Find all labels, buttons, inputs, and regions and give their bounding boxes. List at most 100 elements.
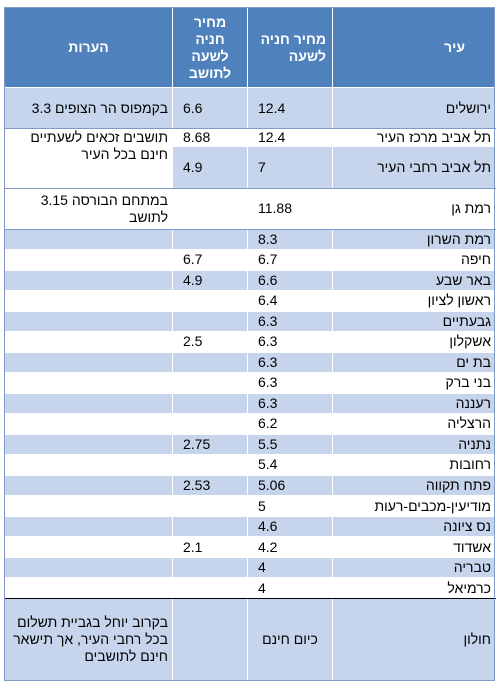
- price-cell: 4: [247, 556, 333, 579]
- notes-cell: בקרוב יוחל בגביית תשלום בכל רחבי העיר, א…: [4, 597, 173, 682]
- price-cell: 4.6: [247, 515, 333, 538]
- resident-price-cell: [172, 372, 248, 394]
- resident-price-cell: [172, 515, 248, 538]
- resident-price-cell: [172, 556, 248, 579]
- resident-price-cell: [172, 597, 248, 682]
- price-cell: 4: [247, 577, 333, 599]
- price-cell: 6.3: [247, 331, 333, 353]
- price-cell: 12.4: [247, 86, 333, 130]
- table-row: ירושלים 12.4 6.6 בקמפוס הר הצופים 3.3: [4, 86, 496, 130]
- table-row: הרצליה 6.2: [4, 413, 496, 435]
- notes-cell: [4, 372, 173, 394]
- resident-price-cell: [172, 187, 248, 230]
- notes-cell: [4, 495, 173, 517]
- table-row: אשדוד 4.2 2.1: [4, 536, 496, 558]
- notes-cell: [4, 392, 173, 415]
- parking-price-table: עיר מחיר חניה לשעה מחיר חניה לשעה לתושב …: [4, 7, 496, 682]
- table-row: ראשון לציון 6.4: [4, 290, 496, 312]
- notes-cell: [4, 228, 173, 251]
- resident-price-cell: [172, 495, 248, 517]
- table-row: נס ציונה 4.6: [4, 515, 496, 538]
- notes-cell: [4, 474, 173, 497]
- resident-price-cell: 6.7: [172, 249, 248, 271]
- resident-price-cell: [172, 454, 248, 476]
- city-cell: רחובות: [332, 454, 496, 476]
- price-cell: 7: [247, 146, 333, 189]
- price-cell: 5.4: [247, 454, 333, 476]
- resident-price-cell: [172, 228, 248, 251]
- notes-cell: [4, 454, 173, 476]
- table-row: רמת גן 11.88 במתחם הבורסה 3.15 לתושב: [4, 187, 496, 230]
- resident-price-cell: 4.9: [172, 269, 248, 292]
- notes-cell: [4, 536, 173, 558]
- table-row: אשקלון 6.3 2.5: [4, 331, 496, 353]
- city-cell: כרמיאל: [332, 577, 496, 599]
- header-price: מחיר חניה לשעה: [247, 7, 333, 88]
- notes-cell: [4, 515, 173, 538]
- header-notes: הערות: [4, 7, 173, 88]
- notes-cell: [4, 556, 173, 579]
- city-cell: מודיעין-מכבים-רעות: [332, 495, 496, 517]
- city-cell: חולון: [332, 597, 496, 682]
- city-cell: בני ברק: [332, 372, 496, 394]
- city-cell: טבריה: [332, 556, 496, 579]
- table-row: כרמיאל 4: [4, 577, 496, 599]
- resident-price-cell: [172, 392, 248, 415]
- notes-cell: [4, 269, 173, 292]
- price-cell: 4.2: [247, 536, 333, 558]
- price-cell: 6.3: [247, 392, 333, 415]
- table-row: באר שבע 6.6 4.9: [4, 269, 496, 292]
- price-cell: 5.06: [247, 474, 333, 497]
- resident-price-cell: [172, 351, 248, 374]
- price-cell: 12.4: [247, 128, 333, 148]
- resident-price-cell: 2.5: [172, 331, 248, 353]
- table-row: חולון כיום חינם בקרוב יוחל בגביית תשלום …: [4, 597, 496, 682]
- city-cell: אשדוד: [332, 536, 496, 558]
- price-cell: 6.2: [247, 413, 333, 435]
- table-row: תל אביב מרכז העיר 12.4 8.68 תושבים זכאים…: [4, 128, 496, 189]
- notes-cell: תושבים זכאים לשעתיים חינם בכל העיר: [4, 128, 173, 189]
- resident-price-cell: 8.68: [172, 128, 248, 148]
- price-cell: 5: [247, 495, 333, 517]
- notes-cell: [4, 331, 173, 353]
- table-row: נתניה 5.5 2.75: [4, 433, 496, 456]
- city-cell: הרצליה: [332, 413, 496, 435]
- table-row: פתח תקווה 5.06 2.53: [4, 474, 496, 497]
- notes-cell: [4, 413, 173, 435]
- city-cell: אשקלון: [332, 331, 496, 353]
- table-row: רמת השרון 8.3: [4, 228, 496, 251]
- price-cell: 6.3: [247, 310, 333, 333]
- table-row: רחובות 5.4: [4, 454, 496, 476]
- price-cell: כיום חינם: [247, 597, 333, 682]
- city-cell: תל אביב רחבי העיר: [332, 146, 496, 189]
- table-row: גבעתיים 6.3: [4, 310, 496, 333]
- city-cell: רמת השרון: [332, 228, 496, 251]
- city-cell: ירושלים: [332, 86, 496, 130]
- price-cell: 6.7: [247, 249, 333, 271]
- notes-cell: [4, 433, 173, 456]
- city-cell: חיפה: [332, 249, 496, 271]
- resident-price-cell: [172, 577, 248, 599]
- city-cell: רמת גן: [332, 187, 496, 230]
- table-row: בת ים 6.3: [4, 351, 496, 374]
- city-cell: נתניה: [332, 433, 496, 456]
- city-cell: בת ים: [332, 351, 496, 374]
- price-cell: 6.4: [247, 290, 333, 312]
- resident-price-cell: 2.53: [172, 474, 248, 497]
- city-cell: באר שבע: [332, 269, 496, 292]
- table-row: מודיעין-מכבים-רעות 5: [4, 495, 496, 517]
- price-cell: 6.3: [247, 351, 333, 374]
- price-cell: 6.6: [247, 269, 333, 292]
- notes-cell: [4, 351, 173, 374]
- city-cell: ראשון לציון: [332, 290, 496, 312]
- city-cell: פתח תקווה: [332, 474, 496, 497]
- price-cell: 6.3: [247, 372, 333, 394]
- table-row: תל אביב רחבי העיר 7 4.9: [5, 146, 496, 189]
- notes-cell: במתחם הבורסה 3.15 לתושב: [4, 187, 173, 230]
- city-cell: גבעתיים: [332, 310, 496, 333]
- resident-price-cell: [172, 310, 248, 333]
- resident-price-cell: [172, 413, 248, 435]
- city-cell: נס ציונה: [332, 515, 496, 538]
- table-row: חיפה 6.7 6.7: [4, 249, 496, 271]
- header-resident-price: מחיר חניה לשעה לתושב: [172, 7, 248, 88]
